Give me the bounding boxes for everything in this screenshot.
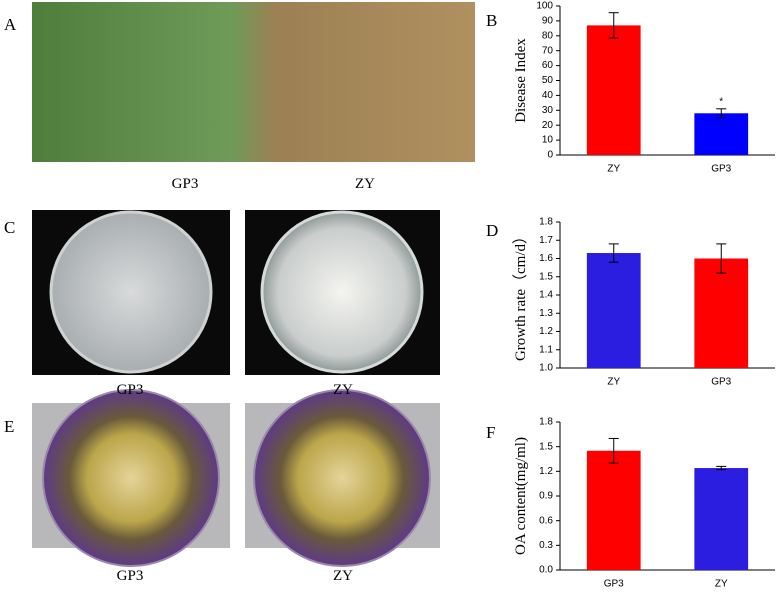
- y-tick-label: 90: [542, 16, 554, 27]
- bar: [694, 258, 749, 368]
- panel-label: C: [4, 218, 15, 237]
- y-tick-label: 0.9: [539, 491, 553, 502]
- y-tick-label: 80: [542, 30, 554, 41]
- y-axis-label: Growth rate（cm/d）: [512, 229, 529, 361]
- y-tick-label: 1.6: [539, 253, 553, 264]
- y-tick-label: 0: [547, 150, 553, 161]
- y-tick-label: 1.5: [539, 441, 553, 452]
- photo-caption: GP3: [117, 568, 144, 584]
- bar: [586, 25, 641, 156]
- y-tick-label: 1.2: [539, 466, 553, 477]
- plate: [260, 210, 424, 374]
- y-tick-label: 20: [542, 120, 554, 131]
- error-bar: [716, 243, 727, 274]
- photo-caption: GP3: [117, 382, 144, 398]
- y-tick-label: 10: [542, 135, 554, 146]
- y-tick-label: 1.5: [539, 271, 553, 282]
- error-bar: [716, 108, 727, 119]
- y-tick-label: 1.2: [539, 326, 553, 337]
- y-tick-label: 60: [542, 60, 554, 71]
- y-axis-label: OA content(mg/ml): [513, 437, 529, 555]
- field-photo: [32, 2, 475, 162]
- y-tick-label: 0.0: [539, 565, 553, 576]
- x-tick-label: ZY: [715, 579, 728, 590]
- y-tick-label: 70: [542, 45, 554, 56]
- plate: [42, 389, 220, 567]
- error-bar: [608, 437, 619, 464]
- photo-caption: ZY: [333, 382, 353, 398]
- bar: [694, 113, 749, 155]
- y-tick-label: 100: [536, 1, 553, 12]
- bar: [586, 450, 641, 570]
- y-tick-label: 30: [542, 105, 554, 116]
- error-bar: [716, 465, 727, 471]
- bar: [586, 253, 641, 368]
- y-tick-label: 1.8: [539, 417, 553, 428]
- error-bar: [608, 12, 619, 39]
- y-tick-label: 1.4: [539, 290, 553, 301]
- y-tick-label: 50: [542, 75, 554, 86]
- significance-mark: *: [719, 96, 723, 107]
- bar: [694, 468, 749, 570]
- plate: [253, 389, 431, 567]
- photo-caption: ZY: [333, 568, 353, 584]
- panel-label: B: [486, 11, 497, 30]
- y-tick-label: 1.3: [539, 308, 553, 319]
- plate: [49, 210, 213, 374]
- y-tick-label: 1.1: [539, 344, 553, 355]
- y-tick-label: 1.7: [539, 235, 553, 246]
- panel-label: D: [486, 221, 498, 240]
- photo-caption: GP3: [172, 176, 199, 192]
- error-bar: [608, 243, 619, 263]
- y-tick-label: 0.6: [539, 515, 553, 526]
- y-tick-label: 40: [542, 90, 554, 101]
- panel-label: A: [4, 15, 17, 34]
- y-tick-label: 1.8: [539, 217, 553, 228]
- panel-label: F: [486, 423, 495, 442]
- x-tick-label: GP3: [711, 164, 731, 175]
- photo-caption: ZY: [355, 176, 375, 192]
- x-tick-label: GP3: [711, 377, 731, 388]
- x-tick-label: ZY: [607, 164, 620, 175]
- x-tick-label: ZY: [607, 377, 620, 388]
- x-tick-label: GP3: [604, 579, 624, 590]
- y-axis-label: Disease Index: [513, 38, 529, 123]
- panel-label: E: [4, 417, 14, 436]
- y-tick-label: 0.3: [539, 540, 553, 551]
- y-tick-label: 1.0: [539, 363, 553, 374]
